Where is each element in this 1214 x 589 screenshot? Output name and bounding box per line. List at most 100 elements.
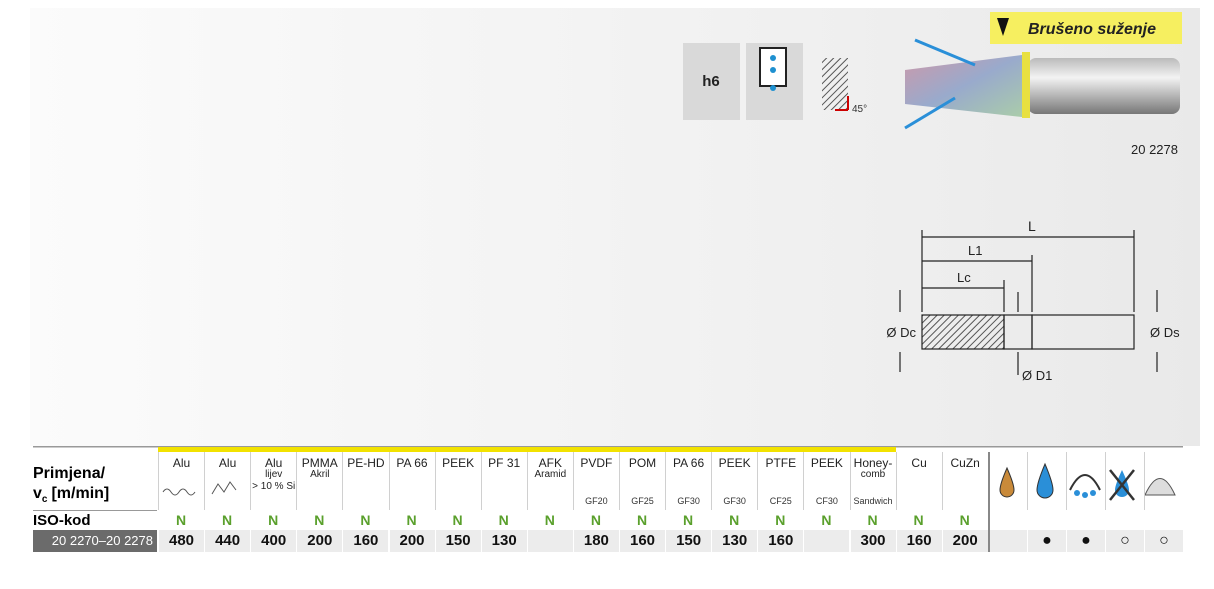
column-header: PEEK xyxy=(434,452,481,510)
angle-icon xyxy=(822,58,849,111)
cutting-speed: 150 xyxy=(665,530,712,552)
column-header: PEEK GF30 xyxy=(711,452,757,510)
column-header: Cu xyxy=(895,452,942,510)
column-grade: Sandwich xyxy=(853,496,893,506)
article-number: 20 2278 xyxy=(1131,142,1178,157)
column-label: PE-HD xyxy=(347,456,385,470)
column-label: POM xyxy=(628,456,657,470)
drop xyxy=(770,67,776,73)
iso-value: N xyxy=(544,512,555,528)
iso-value: N xyxy=(729,512,740,528)
column-label: Alu xyxy=(218,456,237,470)
tool-drawing xyxy=(899,230,1158,375)
column-header: CuZn xyxy=(941,452,988,510)
coolant-header xyxy=(1027,452,1066,510)
column-label: PA 66 xyxy=(673,456,705,470)
column-label: PEEK xyxy=(718,456,751,470)
iso-value: N xyxy=(959,512,970,528)
column-header: PEEK CF30 xyxy=(803,452,849,510)
column-grade: CF30 xyxy=(815,496,838,506)
iso-value: N xyxy=(867,512,878,528)
iso-value: N xyxy=(775,512,786,528)
column-header: PF 31 xyxy=(480,452,527,510)
cutting-speed: 200 xyxy=(941,530,988,552)
column-grade: GF30 xyxy=(723,496,746,506)
header-part: [m/min] xyxy=(51,485,110,502)
column-header: PA 66 GF30 xyxy=(665,452,711,510)
column-label: CuZn xyxy=(950,456,980,470)
cutting-speed: 200 xyxy=(296,530,343,552)
column-header: PA 66 xyxy=(388,452,435,510)
column-header: Honey-comb Sandwich xyxy=(849,452,896,510)
column-label: PF 31 xyxy=(488,456,521,470)
header-line: vc [m/min] xyxy=(33,484,157,510)
column-label: > 10 % Si xyxy=(252,481,296,492)
header-part: c xyxy=(41,494,48,506)
column-label: PTFE xyxy=(765,456,797,470)
chip-icon xyxy=(162,488,196,496)
diameter-label: Ø Ds xyxy=(1150,325,1180,340)
header-line: Primjena/ xyxy=(33,465,106,482)
iso-value: N xyxy=(268,512,279,528)
column-label: PVDF xyxy=(580,456,613,470)
coolant-value xyxy=(988,530,1027,552)
column-grade: GF20 xyxy=(585,496,608,506)
column-label: Alu xyxy=(172,456,191,470)
column-header: AFK Aramid xyxy=(526,452,573,510)
column-label: Akril xyxy=(310,469,330,480)
taper-label: Brušeno suženje xyxy=(1028,21,1156,38)
coolant-header xyxy=(1105,452,1144,510)
length-label: L1 xyxy=(968,243,982,258)
cutting-speed: 300 xyxy=(849,530,896,552)
cutting-speed: 150 xyxy=(434,530,481,552)
iso-value: N xyxy=(360,512,371,528)
angle-label: 45° xyxy=(852,104,867,115)
coolant-header xyxy=(988,452,1027,510)
tolerance-box xyxy=(683,43,740,120)
iso-value: N xyxy=(452,512,463,528)
column-label: PEEK xyxy=(442,456,475,470)
column-header: POM GF25 xyxy=(619,452,665,510)
coolant-value: ○ xyxy=(1105,530,1144,552)
iso-value: N xyxy=(406,512,417,528)
column-header: PVDF GF20 xyxy=(572,452,619,510)
coolant-icons xyxy=(999,462,1176,501)
cutting-speed: 130 xyxy=(711,530,758,552)
cutting-speed: 400 xyxy=(250,530,297,552)
column-header: Alu lijev > 10 % Si xyxy=(250,452,296,510)
length-label: Lc xyxy=(957,270,971,285)
cutting-speed: 480 xyxy=(158,530,204,552)
table-rule xyxy=(33,446,1183,448)
cutting-speed: 200 xyxy=(388,530,435,552)
column-label: lijev xyxy=(265,469,283,480)
chip-icon xyxy=(211,481,237,495)
coolant-iso xyxy=(1066,510,1105,530)
column-grade: GF25 xyxy=(631,496,654,506)
drop xyxy=(770,85,776,91)
coolant-iso xyxy=(988,510,1027,530)
column-header: PTFE CF25 xyxy=(757,452,803,510)
coolant-value: ● xyxy=(1066,530,1105,552)
diameter-label: Ø Dc xyxy=(886,325,916,340)
cutting-speed: 180 xyxy=(572,530,619,552)
header-part: v xyxy=(33,485,42,502)
coolant-value: ● xyxy=(1027,530,1066,552)
cutting-speed: 160 xyxy=(895,530,942,552)
tolerance: h6 xyxy=(702,73,720,90)
iso-value: N xyxy=(222,512,233,528)
iso-label: ISO-kod xyxy=(33,510,157,530)
coolant-iso xyxy=(1027,510,1066,530)
cutting-speed xyxy=(526,530,573,552)
iso-value: N xyxy=(314,512,325,528)
row-header: Primjena/vc [m/min] xyxy=(33,452,157,510)
coolant-iso xyxy=(1105,510,1144,530)
column-label: Cu xyxy=(911,456,927,470)
column-label: Aramid xyxy=(534,469,567,480)
column-grade: GF30 xyxy=(677,496,700,506)
column-label: Alu xyxy=(265,456,283,470)
iso-value: N xyxy=(175,512,187,528)
column-header: PMMA Akril xyxy=(296,452,342,510)
cutting-speed: 160 xyxy=(757,530,804,552)
